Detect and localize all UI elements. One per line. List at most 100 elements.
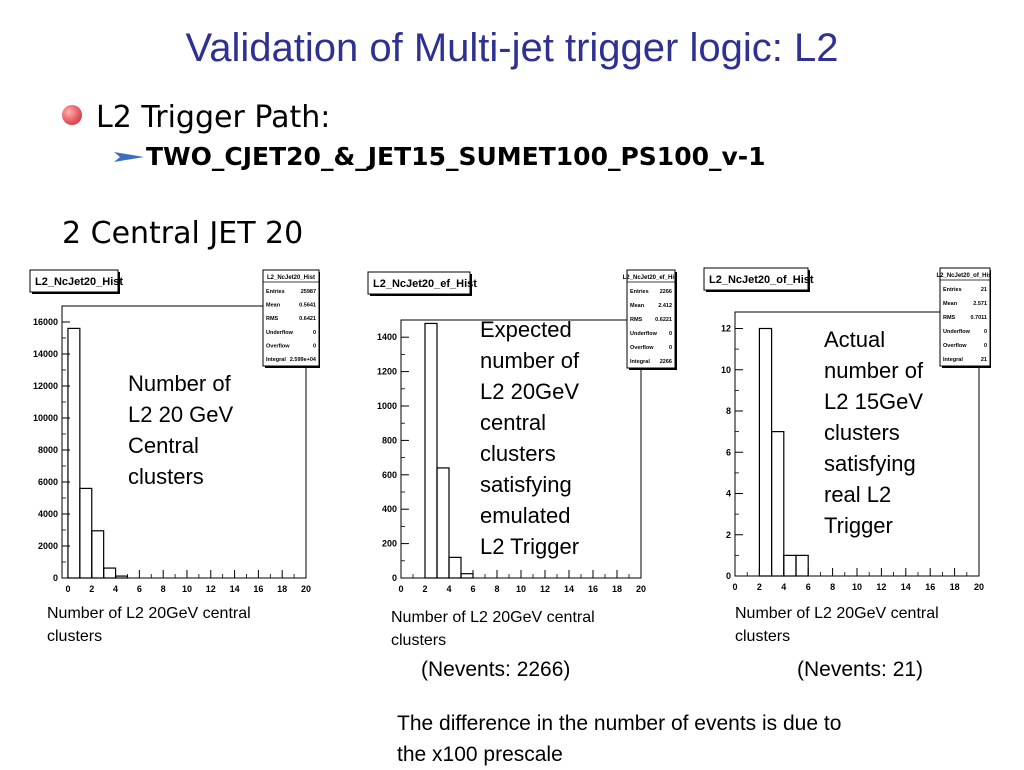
title-box <box>367 271 471 295</box>
stats-label: RMS <box>630 317 643 323</box>
nevents-real: (Nevents: 21) <box>797 658 924 681</box>
histogram-title: L2_NcJet20_Hist <box>35 276 123 288</box>
histogram-1-svg: 0 2 4 6 8 10 12 14 16 18 20 0 2000 4000 6000 8000 10000 1… <box>29 269 320 594</box>
annotation-line: Actual <box>824 327 886 352</box>
y-tick-label: 4 <box>726 489 731 499</box>
stats-box <box>626 269 676 369</box>
title-box <box>703 267 809 291</box>
bullet-dot-icon <box>62 104 82 125</box>
y-tick-label: 6 <box>726 447 731 457</box>
stats-title: L2_NcJet20_ef_Hist <box>623 275 677 281</box>
annotation-2: Expected number of L2 20GeV central clus… <box>480 314 579 562</box>
histogram-bar <box>424 322 438 579</box>
x-axis: 0 2 4 6 8 10 12 14 16 18 20 <box>398 570 646 594</box>
annotation-line: Expected <box>480 317 572 342</box>
plot-frame <box>61 305 307 579</box>
stats-label: Entries <box>266 289 285 295</box>
x-tick-label: 18 <box>950 582 960 592</box>
title-box <box>29 269 119 293</box>
x-tick-label: 0 <box>732 582 737 592</box>
x-tick-label: 12 <box>876 582 886 592</box>
stats-label: RMS <box>266 316 279 322</box>
histogram-bar <box>114 575 129 579</box>
y-tick-label: 2 <box>726 530 731 540</box>
x-tick-label: 2 <box>757 582 762 592</box>
x-tick-label: 12 <box>540 584 550 594</box>
x-tick-label: 8 <box>161 584 166 594</box>
stats-value: 0.6221 <box>655 317 672 323</box>
y-axis: 0 2000 4000 6000 8000 10000 12000 14000 16000 <box>33 317 70 583</box>
histogram-bar <box>460 573 474 579</box>
x-tick-label: 12 <box>206 584 216 594</box>
x-tick-label: 6 <box>806 582 811 592</box>
stats-value: 21 <box>981 357 987 363</box>
annotation-line: clusters <box>480 441 556 466</box>
stats-label: Integral <box>943 357 963 363</box>
histogram-3: 0 2 4 6 8 10 12 14 16 18 20 0 2 4 6 8 10 12 L2_NcJet20_of_… <box>701 266 991 598</box>
y-tick-label: 16000 <box>33 317 58 327</box>
stats-value: 0.6421 <box>299 316 316 322</box>
caption-2: Number of L2 20GeV central clusters <box>391 606 595 652</box>
y-tick-label: 1000 <box>377 401 397 411</box>
y-tick-label: 0 <box>392 573 397 583</box>
stats-label: Underflow <box>630 331 658 337</box>
stats-value: 21 <box>981 287 987 293</box>
stats-label: Mean <box>943 301 958 307</box>
x-tick-label: 10 <box>852 582 862 592</box>
section-label: 2 Central JET 20 <box>62 216 304 251</box>
stats-title: L2_NcJet20_of_Hist <box>936 273 991 279</box>
footnote-line: the x100 prescale <box>397 743 563 766</box>
histogram-2-svg: 0 2 4 6 8 10 12 14 16 18 2002004006008001000120014… <box>367 269 677 594</box>
stats-value: 0 <box>313 330 316 336</box>
slide-title: Validation of Multi-jet trigger logic: L… <box>185 26 839 70</box>
x-tick-label: 14 <box>901 582 911 592</box>
histogram-bar <box>103 567 117 579</box>
stats-value: 2266 <box>660 359 672 365</box>
x-tick-label: 16 <box>925 582 935 592</box>
annotation-line: satisfying <box>480 472 572 497</box>
histogram-bar <box>436 467 450 579</box>
stats-value: 2.599e+04 <box>290 357 317 363</box>
stats-value: 0 <box>984 329 987 335</box>
y-tick-label: 800 <box>382 435 397 445</box>
y-tick-label: 400 <box>382 504 397 514</box>
y-tick-label: 12000 <box>33 381 58 391</box>
x-tick-label: 6 <box>137 584 142 594</box>
y-tick-label: 12 <box>721 324 731 334</box>
nevents-emulated: (Nevents: 2266) <box>421 658 571 681</box>
x-tick-label: 18 <box>277 584 287 594</box>
stats-label: Entries <box>630 289 649 295</box>
x-tick-label: 10 <box>516 584 526 594</box>
x-tick-label: 8 <box>830 582 835 592</box>
stats-value: 0 <box>984 343 987 349</box>
caption-line: clusters <box>735 628 791 645</box>
x-tick-label: 18 <box>612 584 622 594</box>
y-tick-label: 10 <box>721 365 731 375</box>
annotation-line: Central <box>128 433 199 458</box>
histogram-bar <box>448 556 462 579</box>
stats-value: 0 <box>313 344 316 350</box>
y-tick-label: 200 <box>382 539 397 549</box>
x-tick-label: 20 <box>301 584 311 594</box>
stats-box <box>939 267 991 367</box>
histogram-2: 0 2 4 6 8 10 12 14 16 18 20 0 200 400 600 800 1000 1200 14… <box>365 268 677 598</box>
stats-label: Underflow <box>266 330 294 336</box>
stats-label: Entries <box>943 287 962 293</box>
x-axis: 0 2 4 6 8 10 12 14 16 18 20 <box>65 570 311 594</box>
y-axis: 0 200 400 600 800 1000 1200 1400 <box>377 332 409 583</box>
annotation-1: Number of L2 20 GeV Central clusters <box>128 368 233 492</box>
histogram-bar <box>79 487 93 579</box>
stats-label: Overflow <box>630 345 654 351</box>
x-tick-label: 14 <box>230 584 240 594</box>
annotation-line: L2 15GeV <box>824 389 924 414</box>
x-tick-label: 2 <box>89 584 94 594</box>
caption-line: Number of L2 20GeV central <box>735 605 939 622</box>
bullet-main: L2 Trigger Path: <box>62 100 330 135</box>
y-tick-label: 0 <box>726 571 731 581</box>
caption-3: Number of L2 20GeV central clusters <box>735 602 939 648</box>
stats-value: 0.7011 <box>970 315 987 321</box>
stats-value: 0 <box>669 345 672 351</box>
annotation-line: Number of <box>128 371 231 396</box>
annotation-line: clusters <box>128 464 204 489</box>
stats-value: 25987 <box>301 289 316 295</box>
